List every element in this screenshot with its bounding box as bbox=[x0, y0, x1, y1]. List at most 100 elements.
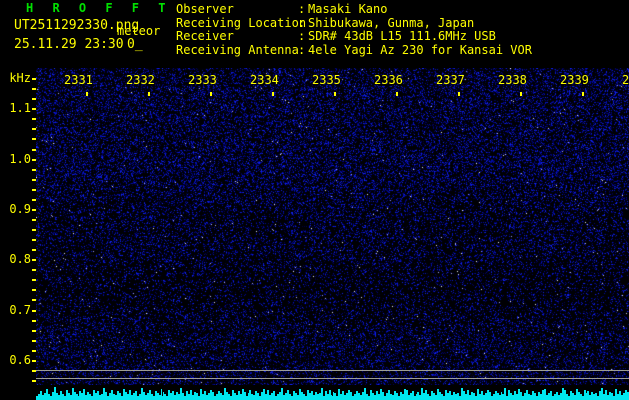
waveform-bar bbox=[292, 391, 295, 400]
waveform-bar bbox=[399, 392, 402, 400]
waveform-bar bbox=[89, 394, 92, 400]
waveform-bar bbox=[95, 393, 98, 400]
mode-label: meteor bbox=[117, 24, 161, 38]
waveform-bar bbox=[146, 393, 149, 400]
waveform-bar bbox=[225, 392, 228, 400]
waveform-bar bbox=[565, 394, 568, 400]
waveform-bar bbox=[538, 392, 541, 400]
spectrogram-canvas bbox=[36, 68, 629, 385]
waveform-bar bbox=[49, 396, 52, 400]
waveform-bar bbox=[514, 391, 517, 400]
waveform-bar bbox=[352, 396, 355, 400]
waveform-bar bbox=[51, 392, 54, 400]
y-axis-tick bbox=[32, 118, 36, 121]
waveform-bar bbox=[81, 393, 84, 400]
waveform-bar bbox=[43, 393, 46, 400]
metadata-block: Observer : Masaki Kano Receiving Locatio… bbox=[176, 2, 532, 57]
waveform-bar bbox=[549, 391, 552, 400]
waveform-bar bbox=[152, 396, 155, 400]
waveform-bar bbox=[253, 395, 256, 400]
waveform-bar bbox=[178, 394, 181, 400]
metadata-key: Receiving Location bbox=[176, 15, 307, 30]
y-axis-tick bbox=[32, 249, 36, 252]
metadata-value: SDR# 43dB L15 111.6MHz USB bbox=[308, 29, 496, 43]
metadata-colon: : bbox=[298, 42, 306, 57]
waveform-bar bbox=[492, 394, 495, 400]
waveform-bar bbox=[435, 395, 438, 400]
waveform-bar bbox=[423, 393, 426, 400]
waveform-bar bbox=[192, 395, 195, 400]
waveform-bar bbox=[202, 394, 204, 400]
waveform-bar bbox=[103, 388, 106, 400]
waveform-bar bbox=[122, 389, 125, 400]
waveform-bar bbox=[170, 393, 173, 400]
waveform-bar bbox=[67, 393, 70, 400]
waveform-bar bbox=[109, 393, 112, 400]
waveform-bar bbox=[490, 396, 493, 400]
waveform-bar bbox=[356, 391, 359, 400]
y-axis-tick bbox=[32, 259, 36, 262]
waveform-bar bbox=[453, 392, 456, 400]
waveform-bar bbox=[75, 394, 78, 400]
waveform-bar bbox=[176, 392, 179, 400]
y-axis-tick-label: 0.8 bbox=[9, 252, 31, 267]
y-axis-tick bbox=[32, 279, 36, 282]
y-axis-tick bbox=[32, 108, 36, 111]
waveform-bar bbox=[164, 394, 167, 400]
waveform-bar bbox=[217, 391, 220, 400]
waveform-bar bbox=[462, 391, 465, 400]
waveform-bar bbox=[484, 393, 487, 400]
waveform-bar bbox=[99, 395, 102, 400]
waveform-bar bbox=[474, 396, 477, 400]
waveform-bar bbox=[338, 389, 341, 400]
y-axis-tick bbox=[32, 138, 36, 141]
waveform-bar bbox=[377, 394, 380, 400]
y-axis-tick bbox=[32, 98, 36, 101]
waveform-bar bbox=[466, 390, 469, 400]
metadata-row-receiver: Receiver : SDR# 43dB L15 111.6MHz USB bbox=[176, 29, 532, 44]
y-axis-tick bbox=[32, 349, 36, 352]
x-axis-tick-label: 2332 bbox=[126, 73, 155, 87]
signal-strength-waveform bbox=[36, 385, 629, 400]
waveform-bar bbox=[168, 390, 171, 400]
waveform-bar bbox=[237, 391, 240, 400]
waveform-bar bbox=[595, 393, 598, 400]
waveform-bar bbox=[427, 394, 430, 400]
waveform-bar bbox=[255, 391, 258, 400]
y-axis-tick bbox=[32, 218, 36, 221]
waveform-bar bbox=[374, 395, 376, 400]
metadata-key: Receiver bbox=[176, 29, 234, 43]
waveform-bar bbox=[229, 396, 232, 400]
waveform-bar bbox=[494, 391, 497, 400]
waveform-bar bbox=[47, 394, 50, 400]
waveform-bar bbox=[275, 396, 278, 400]
waveform-bar bbox=[362, 392, 365, 400]
waveform-bar bbox=[609, 392, 612, 400]
waveform-bar bbox=[227, 394, 230, 400]
waveform-bar bbox=[330, 395, 333, 400]
waveform-bar bbox=[569, 391, 572, 400]
waveform-bar bbox=[413, 396, 416, 400]
waveform-bar bbox=[126, 394, 129, 400]
waveform-bar bbox=[132, 393, 135, 400]
waveform-bar bbox=[551, 396, 554, 400]
waveform-bar bbox=[524, 393, 527, 400]
waveform-bar bbox=[148, 390, 151, 400]
waveform-bar bbox=[324, 391, 327, 400]
waveform-bar bbox=[496, 393, 499, 400]
waveform-bar bbox=[160, 389, 163, 400]
x-axis-tick-label: 2334 bbox=[250, 73, 279, 87]
waveform-bar bbox=[115, 395, 118, 400]
waveform-bar bbox=[150, 394, 153, 400]
x-axis-tick bbox=[458, 92, 460, 96]
waveform-bar bbox=[516, 394, 519, 400]
waveform-bar bbox=[113, 394, 116, 400]
y-axis-tick bbox=[32, 229, 36, 232]
waveform-bar bbox=[381, 392, 384, 400]
x-axis-tick-label: 2336 bbox=[374, 73, 403, 87]
y-axis: kHz 1.1 1.0 0.9 0.8 0.7 0.6 bbox=[0, 68, 36, 385]
waveform-bar bbox=[587, 391, 590, 400]
waveform-bar bbox=[589, 395, 592, 400]
y-axis-tick bbox=[32, 158, 36, 161]
waveform-bar bbox=[85, 395, 88, 400]
